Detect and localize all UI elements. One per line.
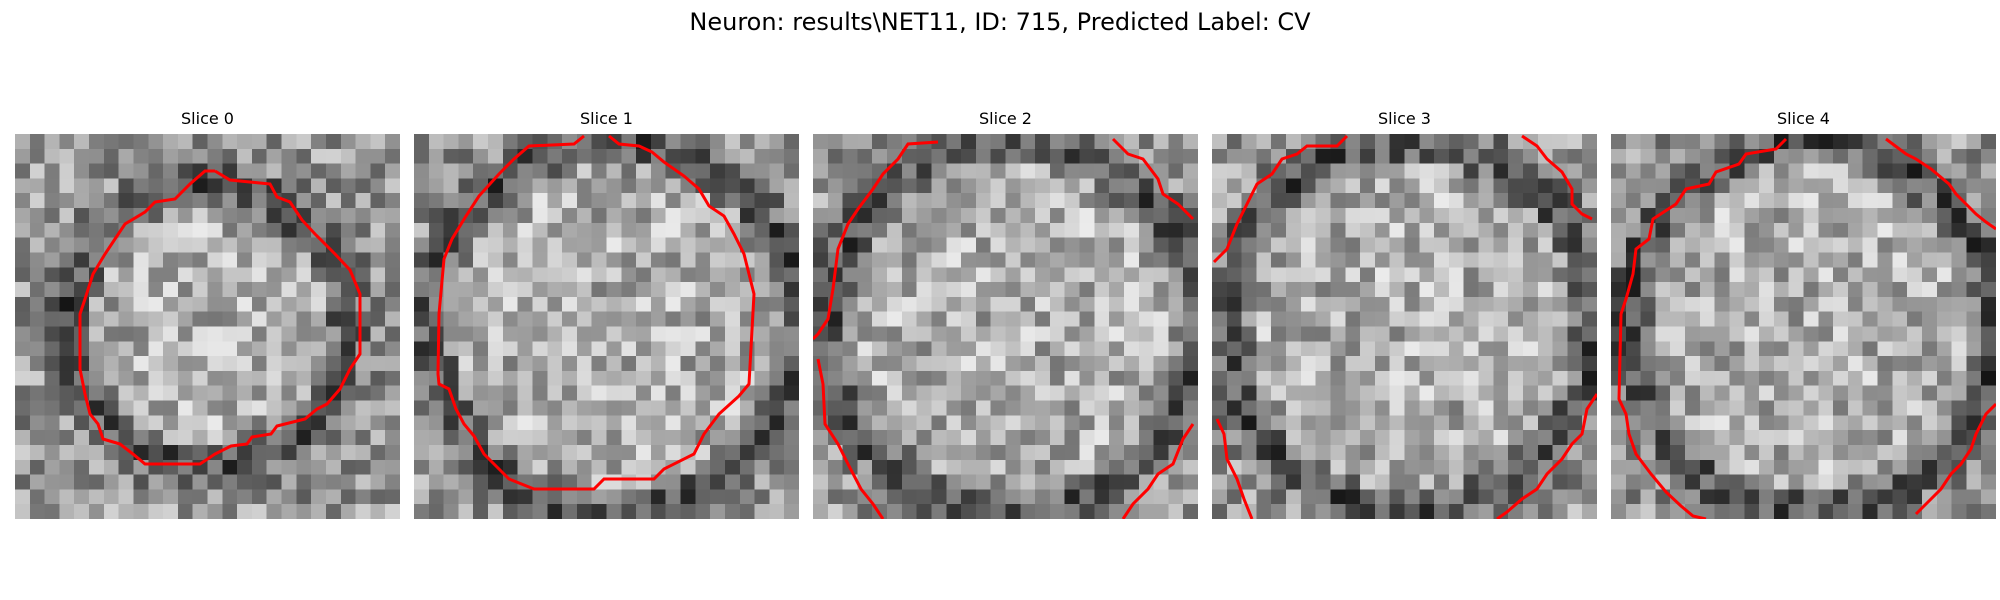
cell-contour [436,134,756,491]
slice-image [414,134,799,519]
figure-title: Neuron: results\NET11, ID: 715, Predicte… [689,8,1311,36]
slice-title: Slice 3 [1378,109,1431,128]
slice-panel-1: Slice 1 [414,108,799,519]
slice-image [1611,134,1996,519]
slice-panel-0: Slice 0 [15,108,400,519]
slice-pixels [1611,134,1996,519]
slice-panel-3: Slice 3 [1212,108,1597,519]
slice-pixels [813,134,1198,519]
slice-image [15,134,400,519]
slice-title: Slice 1 [580,109,633,128]
cell-contour [813,137,1195,519]
slice-panel-4: Slice 4 [1611,108,1996,519]
slice-title: Slice 2 [979,109,1032,128]
slice-title: Slice 4 [1777,109,1830,128]
cell-contour [78,169,362,466]
cell-contour [1617,137,1996,519]
cell-contour [1212,134,1597,519]
slice-panel-2: Slice 2 [813,108,1198,519]
slice-image [1212,134,1597,519]
slice-title: Slice 0 [181,109,234,128]
slice-image [813,134,1198,519]
slice-pixels [1212,134,1597,519]
